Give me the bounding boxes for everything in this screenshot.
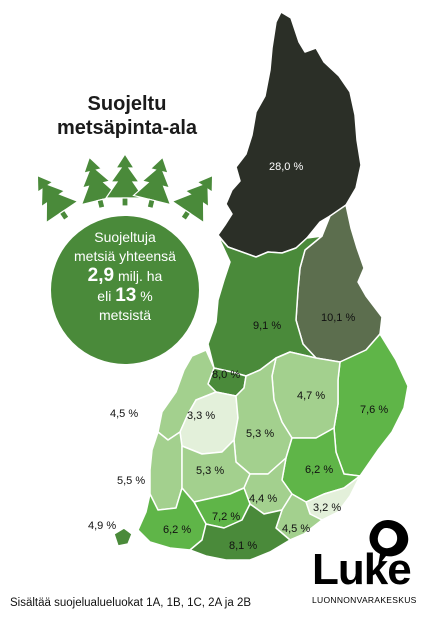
- summary-line-4: eli 13 %: [55, 286, 195, 306]
- region-label-south-ostrobothnia: 3,3 %: [187, 410, 216, 422]
- region-label-satakunta: 5,5 %: [117, 475, 146, 487]
- region-label-south-savo: 6,2 %: [305, 464, 334, 476]
- spruce-tree-icon: [36, 174, 80, 224]
- footer-note: Sisältää suojelualueluokat 1A, 1B, 1C, 2…: [10, 597, 252, 609]
- region-label-paijat-hame: 4,4 %: [249, 493, 278, 505]
- region-label-north-savo: 4,7 %: [297, 390, 326, 402]
- region-aland: [113, 527, 133, 547]
- region-label-ostrobothnia: 4,5 %: [110, 408, 139, 420]
- luke-logo-icon: [369, 520, 409, 566]
- region-label-lapland: 28,0 %: [269, 161, 304, 173]
- region-satakunta: [149, 431, 183, 511]
- region-label-kainuu: 10,1 %: [321, 312, 356, 324]
- region-label-kymenlaakso: 4,5 %: [282, 523, 311, 535]
- summary-text: Suojeltuja metsiä yhteensä 2,9 milj. ha …: [55, 228, 195, 325]
- spruce-tree-group: [36, 152, 214, 224]
- region-north-ostrobothnia: [207, 235, 323, 377]
- summary-line-1: Suojeltuja: [94, 229, 156, 245]
- spruce-tree-icon: [170, 174, 214, 224]
- logo-wordmark: Luke: [312, 545, 412, 594]
- summary-total-unit: milj. ha: [117, 268, 163, 284]
- summary-line-5: metsistä: [98, 307, 152, 323]
- summary-circle: [49, 214, 201, 366]
- summary-line-3: 2,9 milj. ha: [55, 266, 195, 286]
- summary-total-value: 2,9: [87, 265, 115, 286]
- title-line-1: Suojeltu: [87, 93, 167, 115]
- region-label-aland: 4,9 %: [88, 520, 117, 532]
- finland-map: [113, 11, 409, 561]
- region-label-pirkanmaa: 5,3 %: [196, 465, 225, 477]
- region-label-central-ostrobothnia: 8,0 %: [212, 369, 241, 381]
- spruce-tree-icon: [132, 156, 172, 210]
- region-label-north-ostrobothnia: 9,1 %: [253, 320, 282, 332]
- summary-line-2: metsiä yhteensä: [74, 248, 176, 264]
- region-uusimaa: [189, 503, 291, 561]
- summary-share-value: 13: [115, 285, 137, 306]
- region-label-south-karelia: 3,2 %: [313, 502, 342, 514]
- title-line-2: metsäpinta-ala: [56, 117, 198, 139]
- region-label-north-karelia: 7,6 %: [360, 404, 389, 416]
- region-label-uusimaa: 8,1 %: [229, 540, 258, 552]
- summary-share-unit: %: [140, 288, 153, 304]
- page-title: Suojeltu metsäpinta-ala: [38, 92, 216, 140]
- region-label-central-finland: 5,3 %: [246, 428, 275, 440]
- region-label-southwest-finland: 6,2 %: [163, 524, 192, 536]
- summary-share-prefix: eli: [97, 288, 112, 304]
- region-label-kanta-hame: 7,2 %: [212, 511, 241, 523]
- logo-subtitle: LUONNONVARAKESKUS: [312, 595, 417, 605]
- spruce-tree-icon: [104, 152, 146, 207]
